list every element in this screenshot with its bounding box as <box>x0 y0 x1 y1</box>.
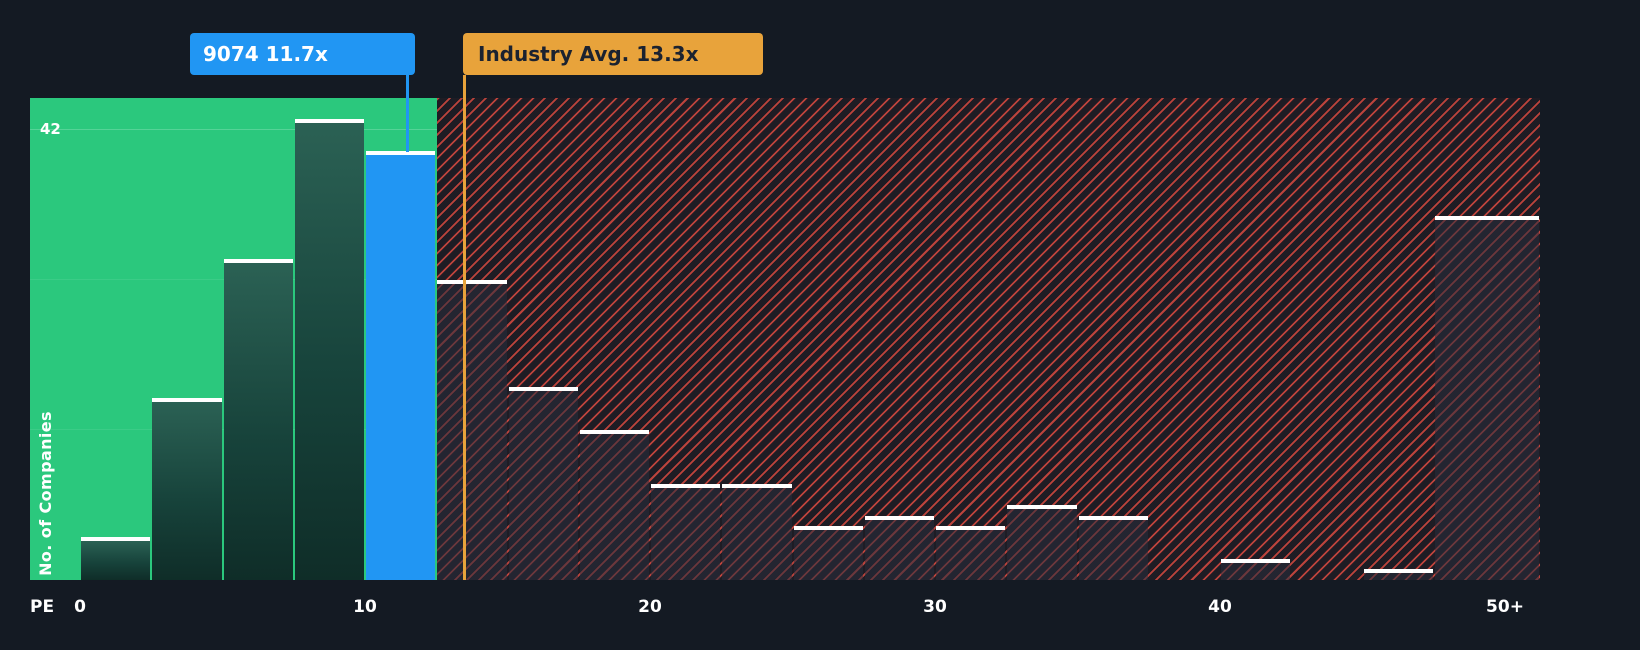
histogram-bar-pe-0[interactable] <box>81 537 151 580</box>
y-axis-title: No. of Companies <box>36 411 55 576</box>
plot-area: 42 No. of Companies <box>30 98 1540 580</box>
x-tick-20: 20 <box>638 597 662 617</box>
histogram-bar-pe-35[interactable] <box>1078 515 1148 580</box>
histogram-bar-pe-2.5[interactable] <box>152 397 222 580</box>
histogram-bar-pe-32.5[interactable] <box>1007 505 1077 580</box>
histogram-bar-pe-45[interactable] <box>1363 569 1433 580</box>
histogram-bar-pe-22.5[interactable] <box>722 483 792 580</box>
histogram-bar-pe-17.5[interactable] <box>579 430 649 580</box>
industry-average-tooltip: Industry Avg. 13.3x <box>463 33 763 75</box>
x-tick-50+: 50+ <box>1486 597 1524 617</box>
histogram-bar-pe-27.5[interactable] <box>864 515 934 580</box>
company-tooltip-stem <box>406 75 409 152</box>
histogram-bar-pe-10[interactable] <box>366 151 436 580</box>
company-pe-tooltip: 9074 11.7x <box>190 33 415 75</box>
histogram-bar-pe-7.5[interactable] <box>294 119 364 580</box>
histogram-bar-pe-20[interactable] <box>651 483 721 580</box>
x-tick-30: 30 <box>923 597 947 617</box>
above-average-hatched-region <box>437 98 1540 580</box>
histogram-bar-pe-5[interactable] <box>223 258 293 580</box>
gridline-42 <box>30 129 437 130</box>
histogram-bar-pe-15[interactable] <box>508 387 578 580</box>
histogram-bar-pe-47.5[interactable] <box>1434 215 1539 580</box>
industry-average-tooltip-label: Industry Avg. 13.3x <box>478 42 699 66</box>
industry-average-line <box>463 75 466 580</box>
x-tick-0: 0 <box>74 597 86 617</box>
histogram-bar-pe-40[interactable] <box>1221 558 1291 580</box>
x-axis-title: PE <box>30 597 55 617</box>
histogram-bar-pe-30[interactable] <box>936 526 1006 580</box>
histogram-bar-pe-12.5[interactable] <box>437 280 507 580</box>
y-axis-max-tick: 42 <box>40 120 61 138</box>
company-pe-tooltip-label: 9074 11.7x <box>203 42 328 66</box>
x-tick-10: 10 <box>353 597 377 617</box>
histogram-bar-pe-25[interactable] <box>793 526 863 580</box>
x-tick-40: 40 <box>1208 597 1232 617</box>
x-axis: PE 0 10 20 30 40 50+ <box>0 597 1640 623</box>
